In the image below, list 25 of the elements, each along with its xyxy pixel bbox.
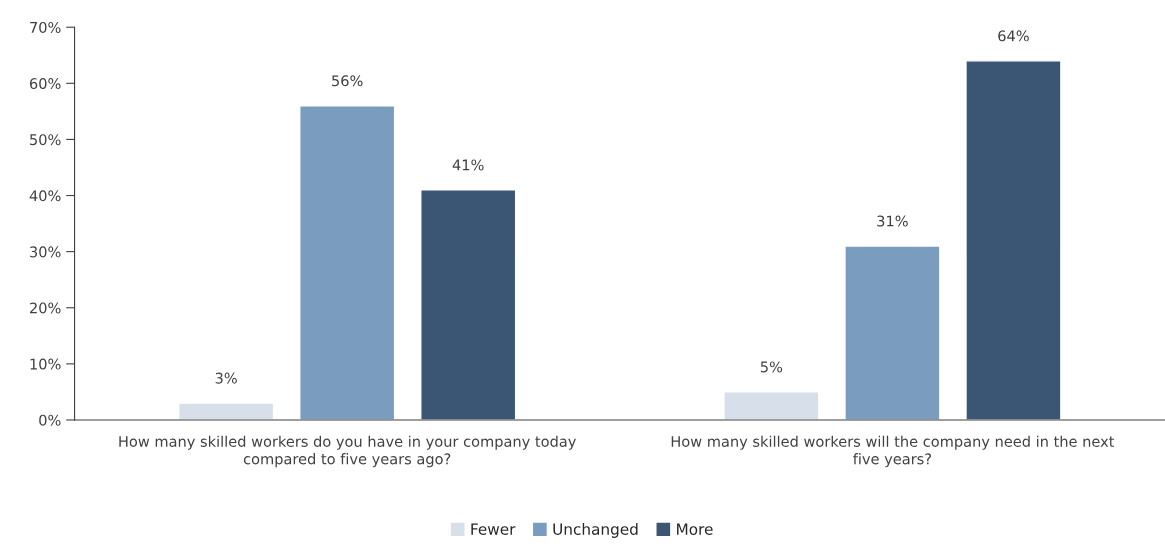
data-label: 64% [998, 30, 1029, 42]
data-label: 5% [760, 361, 783, 373]
y-tick-label: 20% [30, 302, 61, 314]
bar [844, 245, 941, 420]
data-label: 31% [877, 215, 908, 227]
legend-label: More [677, 523, 713, 535]
y-tick-label: 40% [29, 190, 61, 202]
y-tick-label: 50% [30, 134, 61, 146]
data-label: 56% [332, 75, 363, 87]
y-tick-label: 10% [30, 358, 61, 370]
y-tick-label: 70% [30, 21, 61, 33]
legend-label: Fewer [471, 523, 516, 535]
legend-label: Unchanged [553, 523, 638, 538]
bar [723, 391, 820, 420]
y-tick-label: 0% [39, 414, 61, 426]
y-tick-label: 60% [29, 78, 61, 90]
bar [420, 189, 517, 420]
bar [965, 60, 1062, 420]
data-label: 41% [452, 159, 484, 171]
x-tick-label: How many skilled workers will the company need in the next five years? [671, 435, 1115, 468]
bar [299, 105, 396, 420]
y-tick-label: 30% [30, 246, 61, 258]
data-label: 3% [215, 372, 237, 384]
x-tick-label: How many skilled workers do you have in your company today compared to five years ago? [119, 435, 576, 468]
bar [178, 402, 275, 420]
